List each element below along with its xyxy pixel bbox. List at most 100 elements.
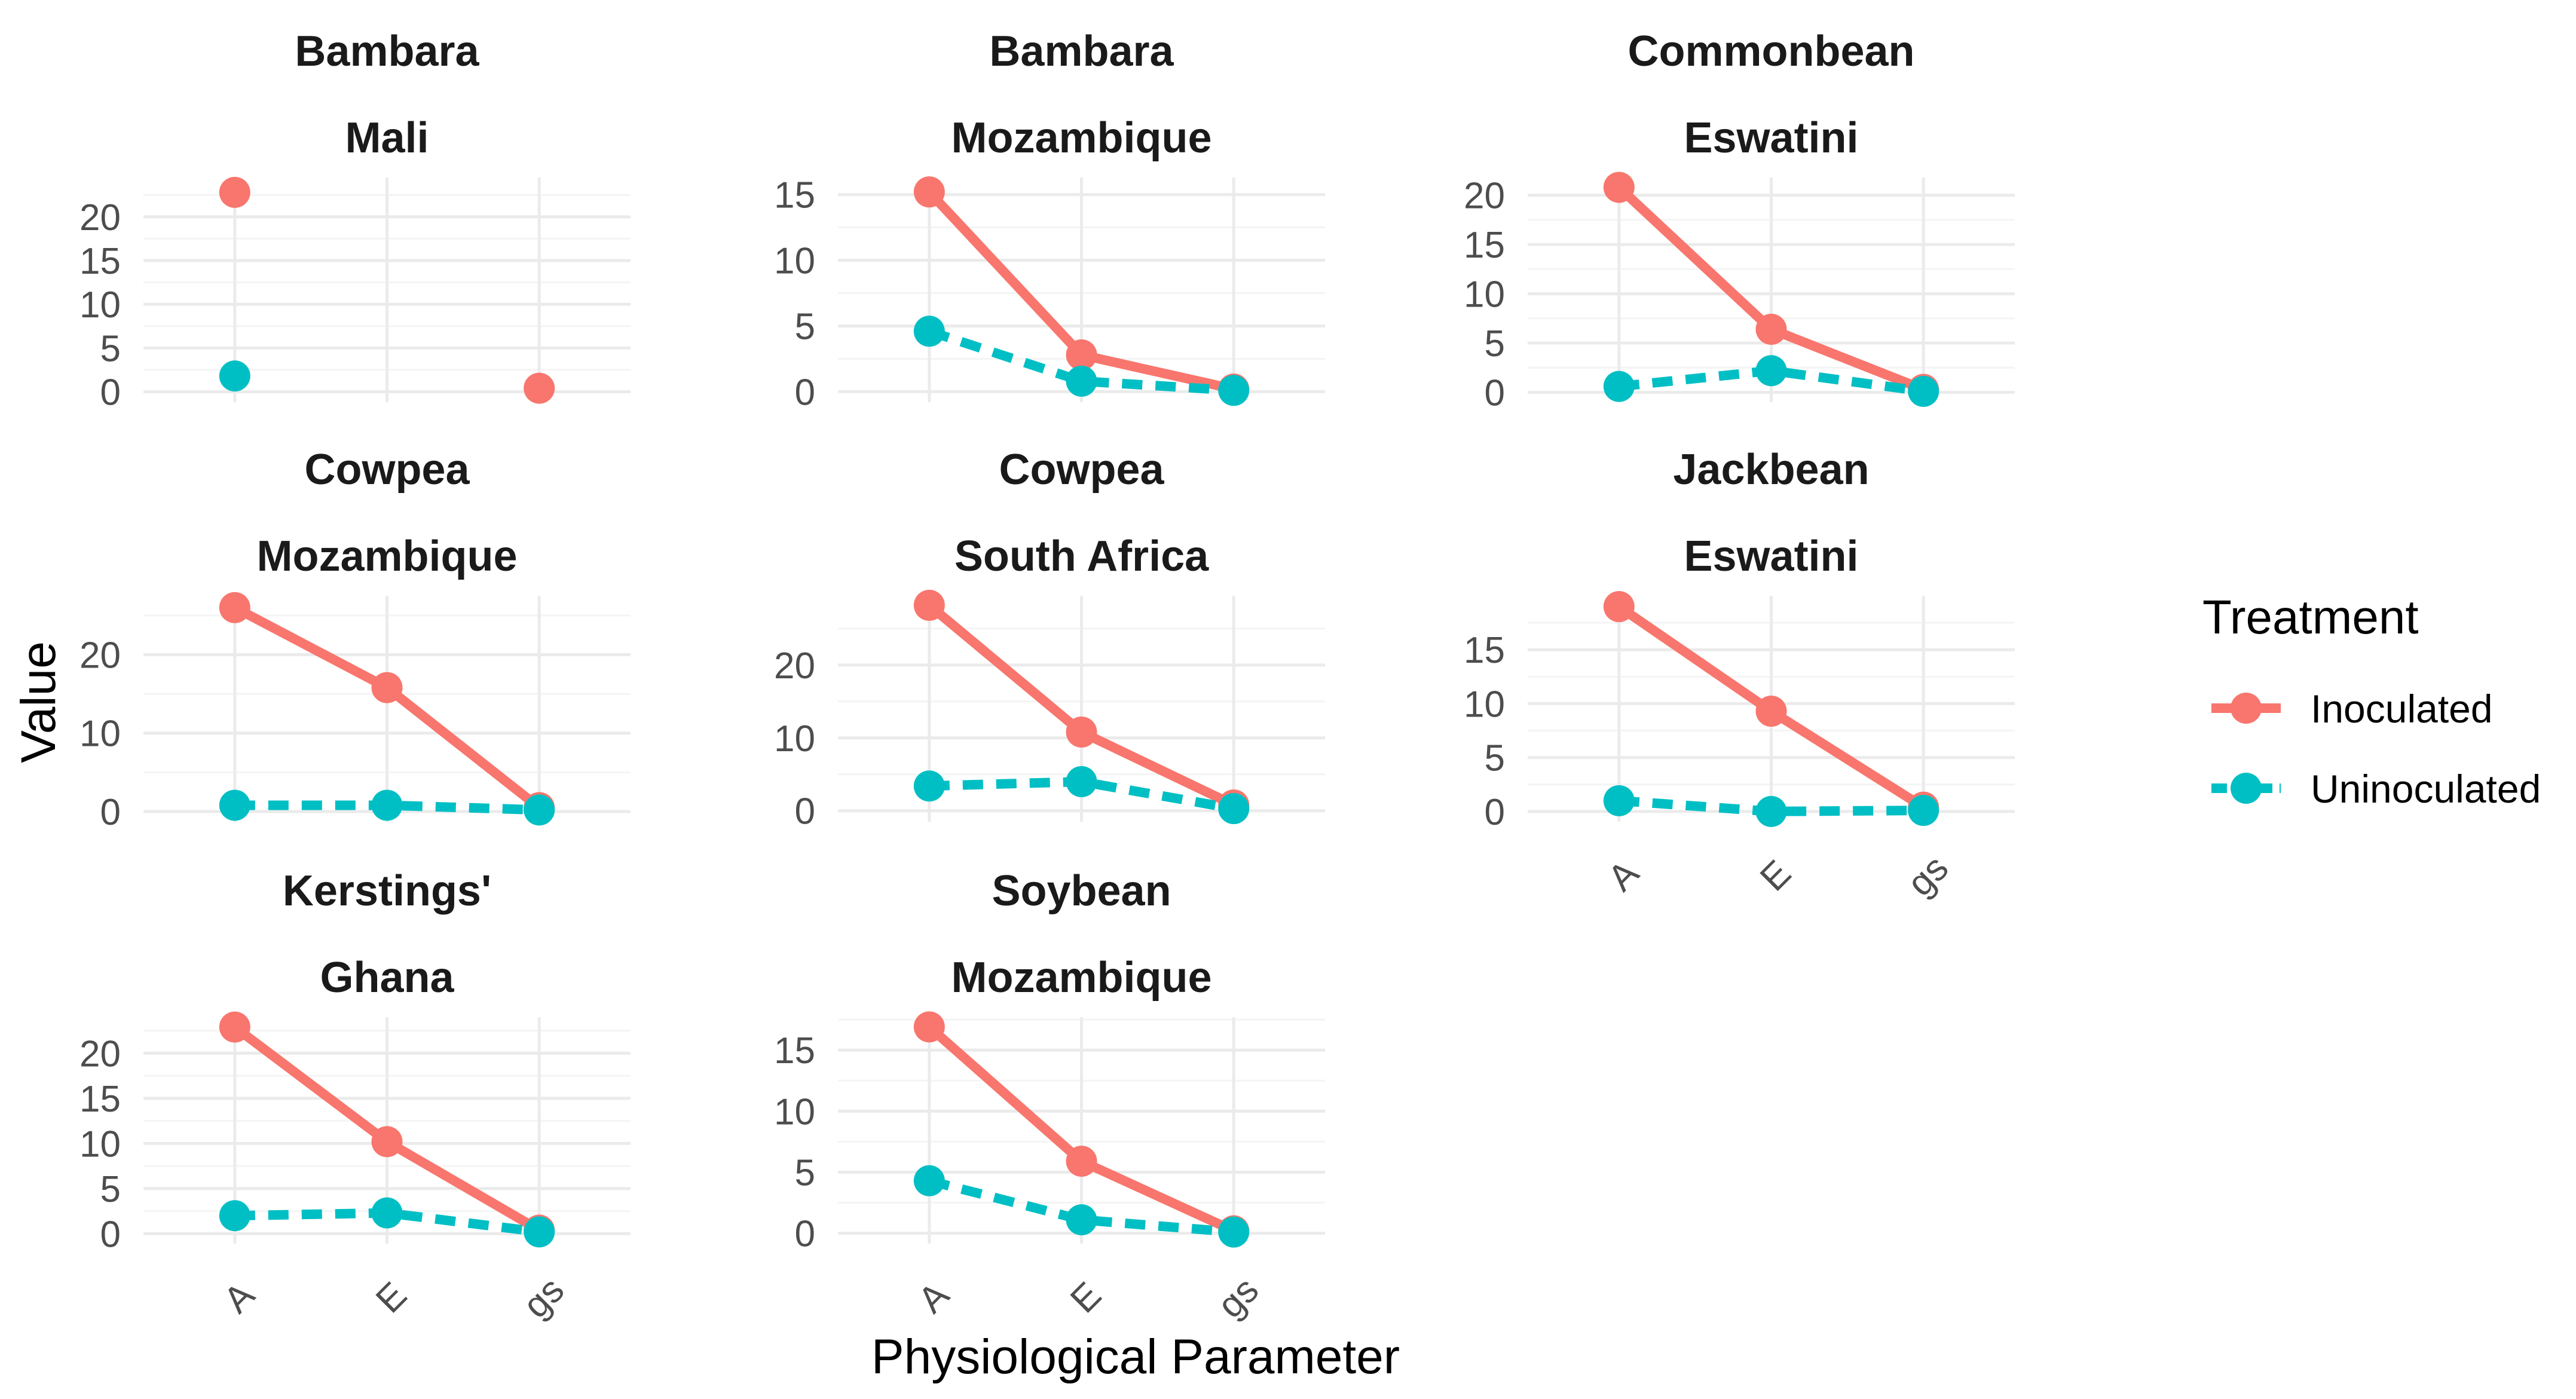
data-point: [1066, 1204, 1097, 1236]
facet-panels: BambaraMali05101520BambaraMozambique0510…: [79, 27, 2015, 1326]
facet-strip-country: Mozambique: [951, 114, 1211, 162]
facet-strip-country: Eswatini: [1684, 114, 1858, 162]
legend-entry-label: Inoculated: [2311, 687, 2493, 731]
data-point: [219, 360, 250, 392]
data-point: [1066, 365, 1097, 397]
y-tick-label: 0: [100, 792, 121, 833]
y-tick-label: 10: [79, 284, 121, 326]
data-point: [219, 1200, 250, 1232]
data-point: [1755, 696, 1787, 727]
facet-strip-crop: Soybean: [992, 867, 1171, 915]
facet-strip-crop: Bambara: [989, 27, 1174, 75]
data-point: [371, 672, 403, 703]
data-point: [524, 794, 555, 826]
x-axis-title: Physiological Parameter: [871, 1330, 1400, 1384]
facet-strip-crop: Cowpea: [999, 446, 1164, 494]
data-point: [913, 1011, 945, 1043]
data-point: [913, 316, 945, 347]
facet-strip-crop: Jackbean: [1673, 446, 1869, 494]
data-point: [1218, 375, 1250, 406]
y-tick-label: 5: [1485, 323, 1505, 365]
facet-strip-country: Mozambique: [256, 532, 517, 580]
facet-strip-crop: Cowpea: [304, 446, 470, 494]
x-tick-label: E: [1752, 852, 1799, 899]
x-tick-label: A: [216, 1274, 262, 1321]
facet-strip-crop: Commonbean: [1627, 27, 1914, 75]
y-tick-label: 20: [774, 645, 815, 687]
data-point: [913, 1165, 945, 1196]
y-tick-label: 10: [774, 1091, 815, 1132]
data-point: [1066, 1146, 1097, 1177]
y-tick-label: 0: [795, 372, 815, 413]
y-tick-label: 20: [1464, 176, 1505, 217]
x-tick-label: gs: [1210, 1269, 1266, 1326]
y-tick-label: 10: [79, 1124, 121, 1165]
y-tick-label: 0: [100, 1214, 121, 1255]
y-tick-label: 15: [79, 1079, 121, 1120]
legend-entry-label: Uninoculated: [2311, 767, 2541, 811]
y-tick-label: 0: [795, 791, 815, 832]
legend-title: Treatment: [2202, 590, 2419, 644]
data-point: [524, 372, 555, 404]
y-tick-label: 5: [100, 328, 121, 369]
y-axis-title: Value: [11, 641, 66, 763]
facet-strip-country: Mali: [345, 114, 429, 162]
facet-panel: Commonbean Eswatini 0 5 10 15 20: [1464, 27, 2015, 414]
y-tick-label: 15: [1464, 630, 1505, 671]
data-point: [1755, 313, 1787, 345]
y-tick-label: 5: [1485, 738, 1505, 779]
data-point: [1603, 785, 1635, 816]
x-tick-label: A: [1600, 852, 1647, 899]
y-tick-label: 15: [1464, 225, 1505, 266]
x-tick-label: E: [368, 1274, 415, 1321]
x-tick-label: gs: [515, 1269, 572, 1326]
data-point: [913, 176, 945, 208]
y-tick-label: 10: [774, 241, 815, 282]
data-point: [219, 176, 250, 208]
y-tick-label: 0: [100, 372, 121, 413]
y-tick-label: 10: [1464, 684, 1505, 725]
y-tick-label: 5: [100, 1169, 121, 1210]
data-point: [1066, 717, 1097, 748]
facet-strip-country: Mozambique: [951, 954, 1211, 1002]
data-point: [1066, 339, 1097, 371]
data-point: [219, 1011, 250, 1043]
data-point: [371, 1197, 403, 1229]
y-tick-label: 10: [1464, 274, 1505, 316]
data-point: [219, 592, 250, 623]
y-tick-label: 15: [79, 241, 121, 282]
data-point: [524, 1216, 555, 1248]
data-point: [913, 770, 945, 802]
data-point: [1218, 1216, 1250, 1248]
data-point: [1908, 375, 1939, 407]
y-tick-label: 0: [795, 1214, 815, 1255]
y-tick-label: 15: [774, 175, 815, 216]
facet-strip-country: South Africa: [954, 532, 1209, 580]
facet-strip-crop: Bambara: [295, 27, 479, 75]
y-tick-label: 20: [79, 635, 121, 676]
facet-panel: Cowpea Mozambique 0 10 20: [79, 446, 631, 833]
y-tick-label: 10: [79, 714, 121, 755]
series-line: [928, 326, 1234, 396]
data-point: [219, 789, 250, 821]
y-tick-label: 0: [1485, 792, 1505, 833]
y-tick-label: 10: [774, 718, 815, 760]
legend: Treatment Inoculated Uninoculated: [2202, 590, 2541, 811]
y-tick-label: 15: [774, 1030, 815, 1072]
y-tick-label: 0: [1485, 373, 1505, 414]
facet-strip-country: Ghana: [320, 954, 454, 1002]
data-point: [913, 589, 945, 621]
legend-key-point: [2231, 773, 2262, 804]
facet-strip-crop: Kerstings': [283, 867, 491, 915]
facet-panel: Cowpea South Africa 0 10 20: [774, 446, 1325, 832]
y-tick-label: 5: [795, 306, 815, 347]
data-point: [1603, 371, 1635, 402]
data-point: [1603, 172, 1635, 203]
y-tick-label: 20: [79, 197, 121, 238]
data-point: [1066, 766, 1097, 797]
data-point: [1755, 795, 1787, 827]
y-tick-label: 5: [795, 1152, 815, 1193]
